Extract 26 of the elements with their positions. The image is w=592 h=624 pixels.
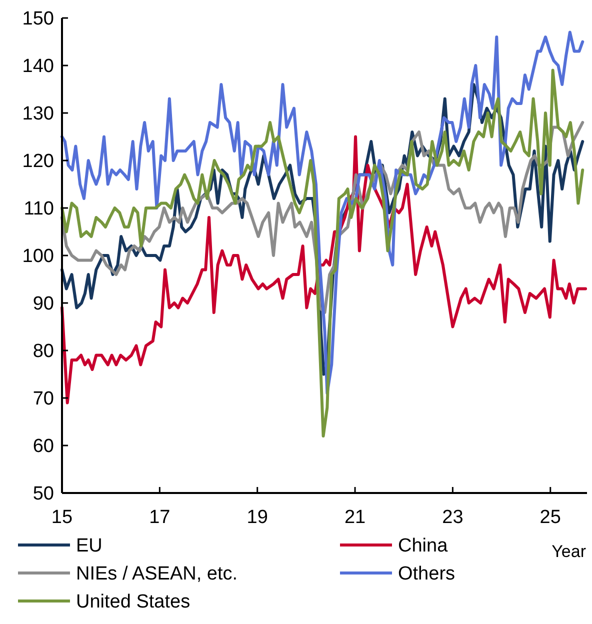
y-tick-label: 120 (22, 151, 54, 172)
y-tick-label: 70 (32, 388, 54, 410)
legend-label: United States (76, 592, 190, 613)
x-tick-label: 19 (246, 507, 268, 528)
line-series (60, 68, 584, 438)
y-tick-label: 110 (24, 198, 54, 220)
y-tick-label: 80 (32, 341, 54, 362)
y-tick-label: 100 (22, 246, 54, 268)
x-tick-label: 17 (149, 507, 170, 528)
y-tick-label: 90 (32, 294, 54, 315)
y-tick-label: 130 (22, 104, 54, 125)
y-tick-label: 50 (32, 484, 54, 505)
x-tick-label: 23 (442, 507, 464, 528)
x-tick-label: 25 (540, 507, 561, 528)
line-series (60, 30, 584, 395)
x-axis-title: Year (552, 542, 586, 561)
legend-label: EU (76, 536, 102, 557)
line-series (60, 135, 588, 404)
x-tick-label: 21 (344, 507, 366, 528)
y-tick-label: 140 (22, 56, 54, 78)
legend-label: NIEs / ASEAN, etc. (76, 564, 238, 585)
legend-label: China (398, 536, 448, 557)
y-tick-label: 150 (22, 8, 54, 30)
y-tick-label: 60 (32, 436, 54, 458)
x-tick-label: 15 (51, 507, 73, 528)
legend-label: Others (398, 564, 456, 585)
